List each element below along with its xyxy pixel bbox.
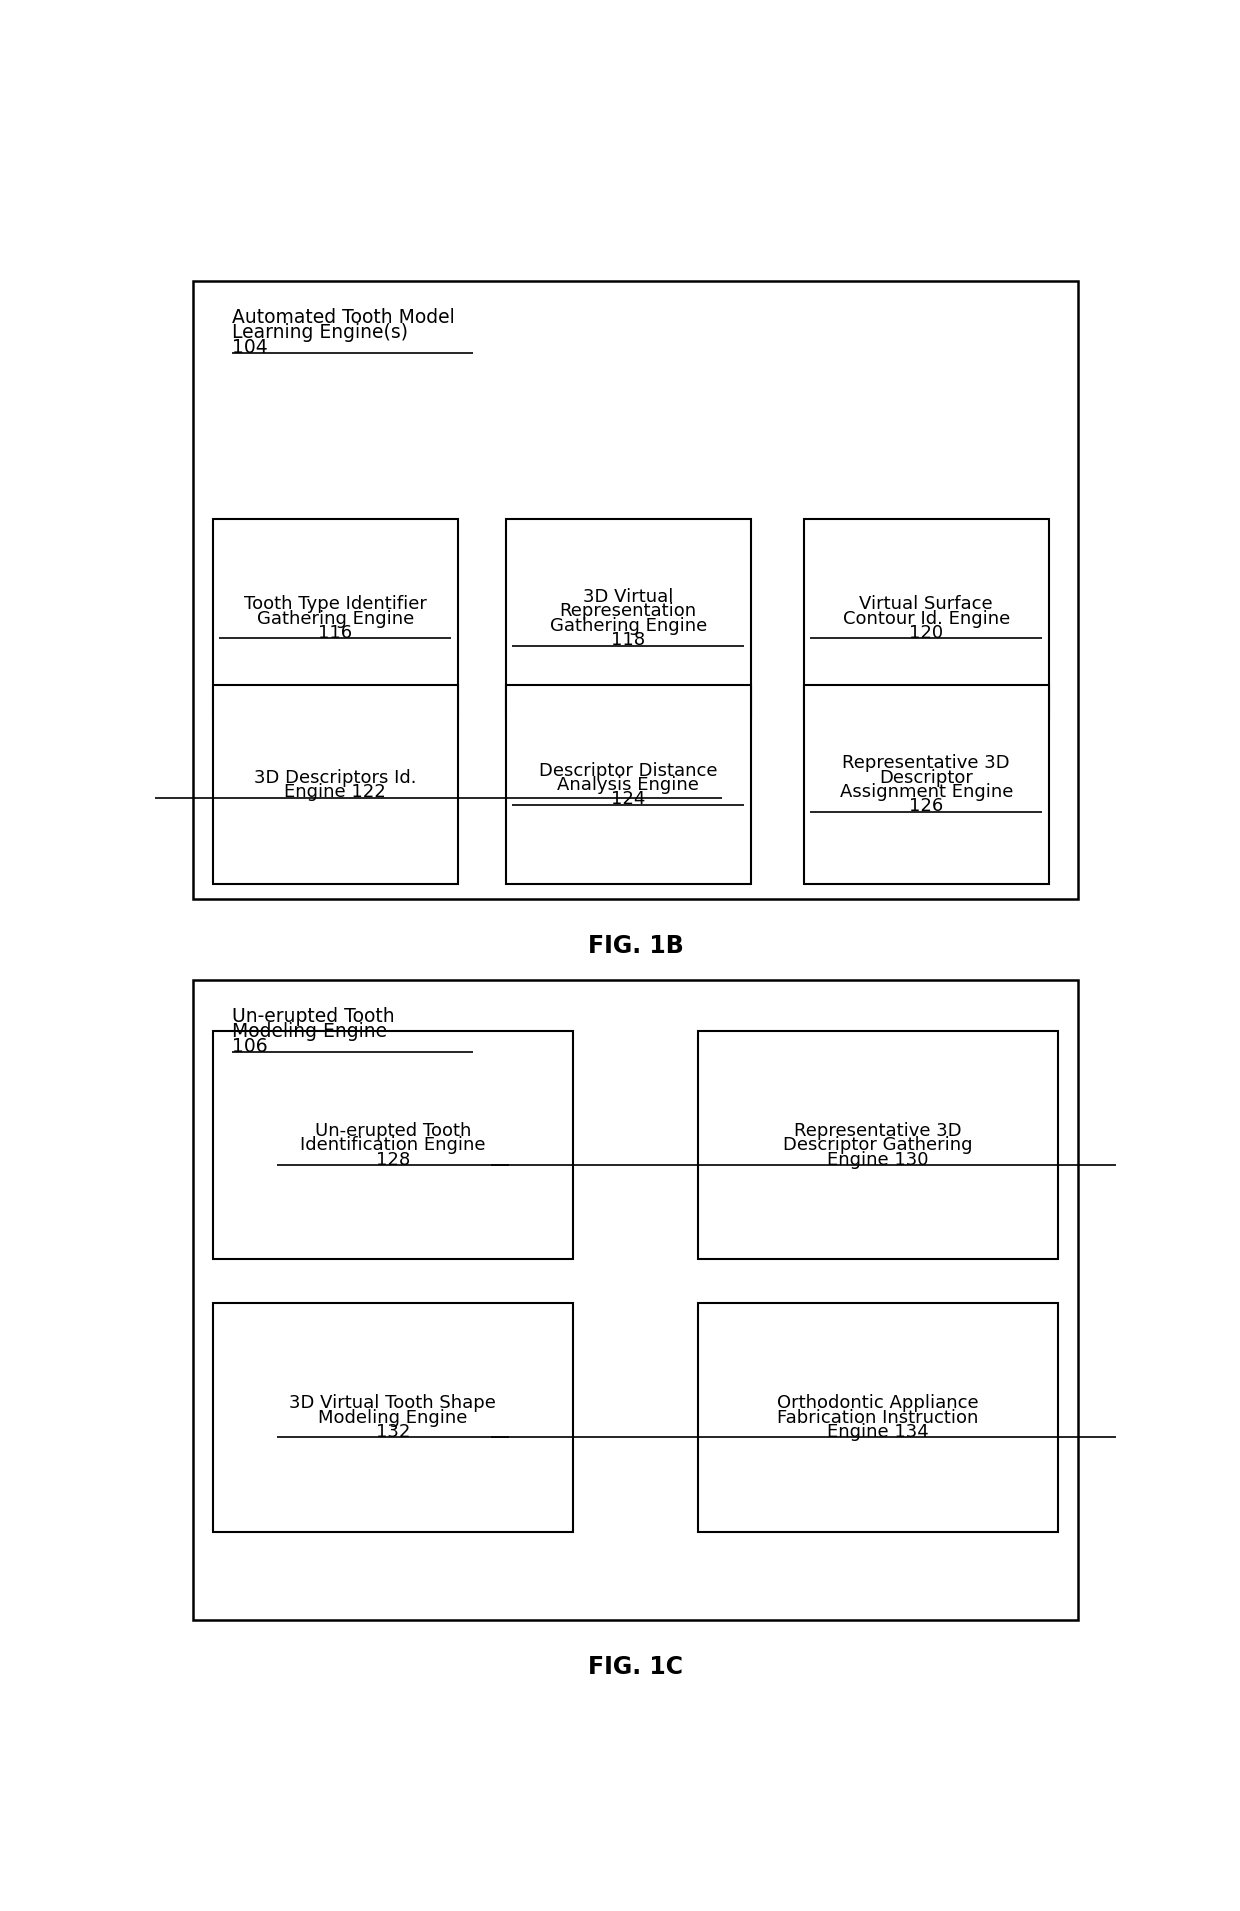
Text: 116: 116: [319, 623, 352, 642]
Text: Descriptor Distance: Descriptor Distance: [539, 762, 718, 780]
Text: Representative 3D: Representative 3D: [842, 755, 1011, 772]
Text: FIG. 1C: FIG. 1C: [588, 1655, 683, 1680]
Text: 124: 124: [611, 789, 646, 808]
Text: Representation: Representation: [559, 602, 697, 621]
Bar: [193, 980, 1078, 1621]
Text: Contour Id. Engine: Contour Id. Engine: [842, 610, 1009, 627]
Text: Automated Tooth Model: Automated Tooth Model: [232, 308, 455, 327]
Text: Gathering Engine: Gathering Engine: [257, 610, 414, 627]
Text: 3D Virtual: 3D Virtual: [583, 589, 673, 606]
Bar: [193, 281, 1078, 898]
Bar: [804, 686, 1049, 885]
Text: 104: 104: [232, 338, 268, 357]
Bar: [698, 1303, 1058, 1531]
Text: Un-erupted Tooth: Un-erupted Tooth: [315, 1122, 471, 1141]
Text: 132: 132: [376, 1424, 410, 1441]
Text: Modeling Engine: Modeling Engine: [319, 1408, 467, 1426]
Text: Fabrication Instruction: Fabrication Instruction: [777, 1408, 978, 1426]
Text: Learning Engine(s): Learning Engine(s): [232, 323, 408, 342]
Bar: [213, 686, 458, 885]
Text: 118: 118: [611, 631, 645, 650]
Text: Virtual Surface: Virtual Surface: [859, 596, 993, 613]
Text: Tooth Type Identifier: Tooth Type Identifier: [244, 596, 427, 613]
Text: Descriptor: Descriptor: [879, 768, 973, 787]
Text: FIG. 1B: FIG. 1B: [588, 934, 683, 957]
Text: Identification Engine: Identification Engine: [300, 1137, 486, 1154]
Bar: [213, 520, 458, 719]
Text: Engine 122: Engine 122: [284, 784, 386, 801]
Text: Analysis Engine: Analysis Engine: [557, 776, 699, 793]
Text: 126: 126: [909, 797, 944, 816]
Bar: [506, 686, 750, 885]
Text: Descriptor Gathering: Descriptor Gathering: [784, 1137, 973, 1154]
Text: Modeling Engine: Modeling Engine: [232, 1022, 387, 1041]
Bar: [506, 520, 750, 719]
Text: 3D Virtual Tooth Shape: 3D Virtual Tooth Shape: [289, 1395, 496, 1412]
Text: 120: 120: [909, 623, 944, 642]
Text: Orthodontic Appliance: Orthodontic Appliance: [777, 1395, 978, 1412]
Bar: [698, 1032, 1058, 1259]
Text: Engine 130: Engine 130: [827, 1150, 929, 1168]
Text: 106: 106: [232, 1036, 268, 1055]
Text: Gathering Engine: Gathering Engine: [549, 617, 707, 634]
Text: 3D Descriptors Id.: 3D Descriptors Id.: [254, 768, 417, 787]
Bar: [213, 1303, 573, 1531]
Text: Assignment Engine: Assignment Engine: [839, 784, 1013, 801]
Bar: [213, 1032, 573, 1259]
Text: Representative 3D: Representative 3D: [795, 1122, 962, 1141]
Bar: [804, 520, 1049, 719]
Text: Un-erupted Tooth: Un-erupted Tooth: [232, 1007, 394, 1026]
Text: Engine 134: Engine 134: [827, 1424, 929, 1441]
Text: 128: 128: [376, 1150, 410, 1168]
